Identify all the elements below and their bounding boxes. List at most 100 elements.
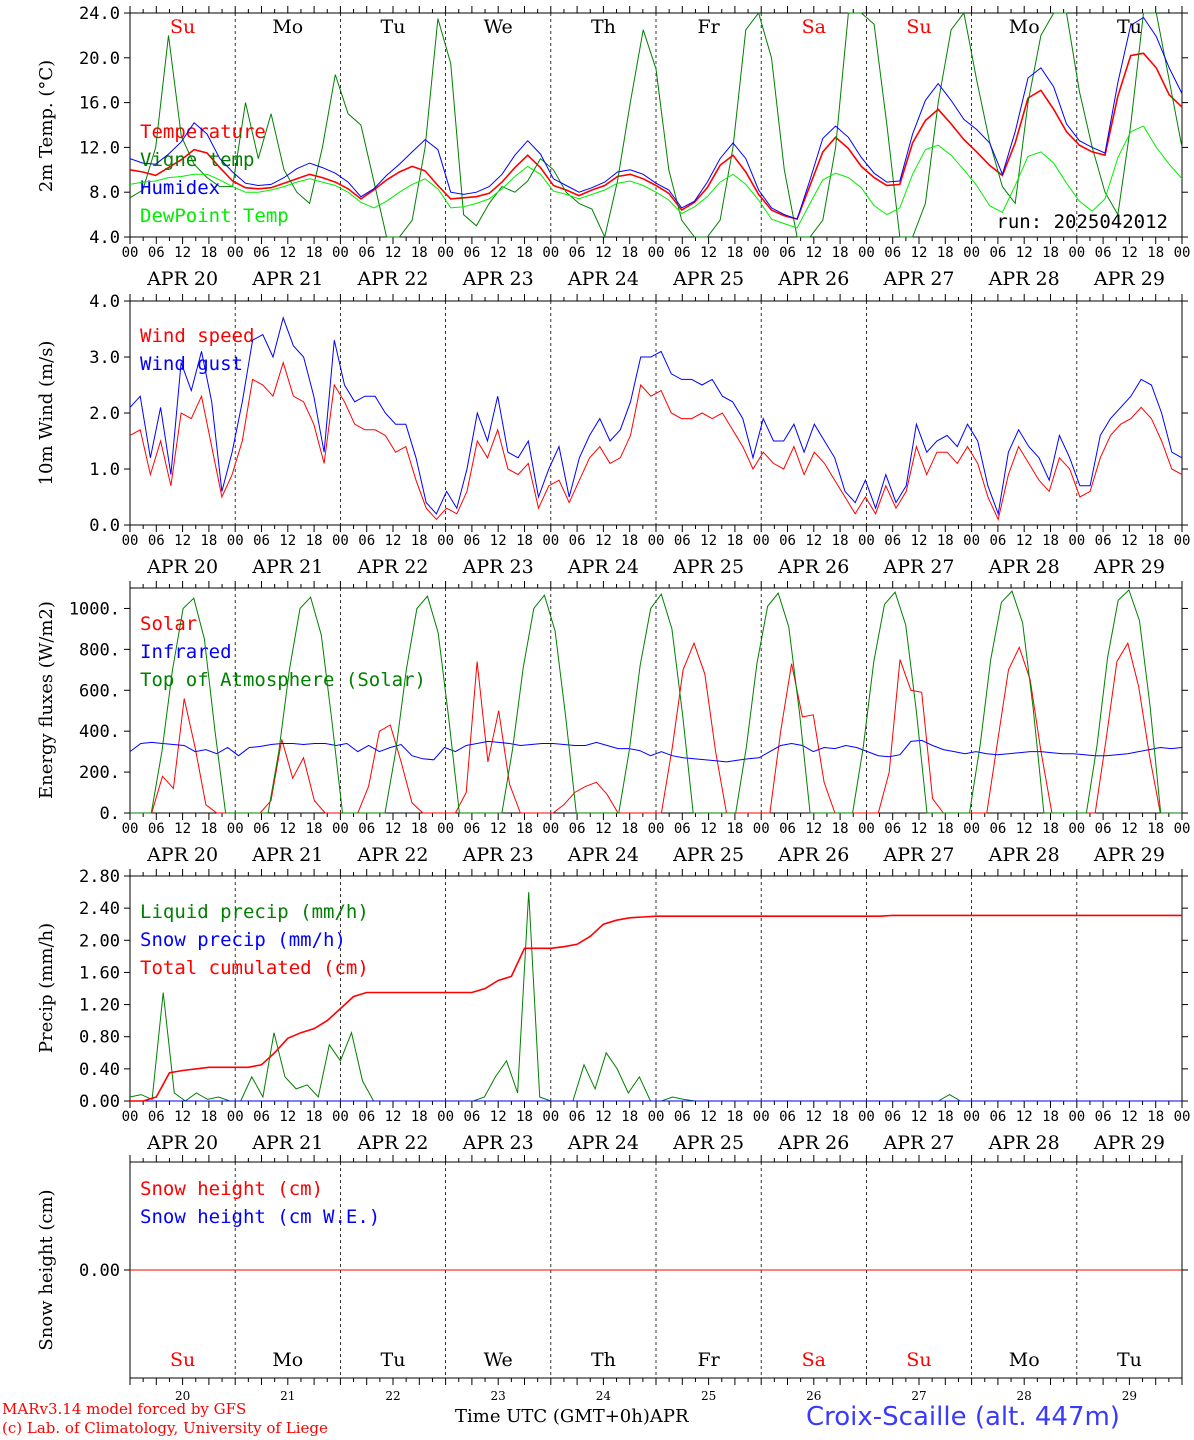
day-number: 25 — [701, 1389, 716, 1403]
day-label: APR 29 — [1093, 844, 1165, 866]
hour-label: 00 — [963, 821, 980, 837]
day-label: APR 27 — [882, 268, 954, 290]
day-label: APR 24 — [567, 844, 639, 866]
y-tick-label: 2.80 — [79, 867, 120, 887]
hour-label: 12 — [805, 821, 822, 837]
day-label: APR 28 — [988, 844, 1060, 866]
y-tick-label: 1.60 — [79, 963, 120, 983]
day-abbr-bottom: Su — [170, 1349, 195, 1371]
hour-label: 12 — [1121, 1109, 1138, 1125]
plot-frame — [129, 12, 1183, 238]
day-number: 29 — [1122, 1389, 1137, 1403]
hour-label: 18 — [1147, 245, 1164, 261]
hour-label: 12 — [174, 533, 191, 549]
hour-label: 00 — [332, 533, 349, 549]
legend-entry: Wind gust — [140, 353, 243, 375]
series-line-0 — [129, 360, 1183, 521]
hour-label: 00 — [858, 821, 875, 837]
y-tick-label: 400. — [79, 722, 120, 742]
y-axis-title: 2m Temp. (°C) — [36, 60, 57, 192]
day-abbr-top: Th — [591, 16, 616, 38]
y-tick-label: 0.00 — [79, 1261, 120, 1281]
legend-entry: Snow height (cm) — [140, 1178, 323, 1200]
day-label: APR 27 — [882, 556, 954, 578]
series-line-0 — [129, 52, 1183, 221]
hour-label: 18 — [726, 821, 743, 837]
hour-label: 18 — [1147, 821, 1164, 837]
day-label: APR 22 — [356, 268, 428, 290]
legend-entry: Temperature — [140, 121, 266, 143]
hour-label: 18 — [937, 533, 954, 549]
legend-entry: Wind speed — [140, 325, 254, 347]
y-tick-label: 0.00 — [79, 1092, 120, 1112]
credits-line-2: (c) Lab. of Climatology, University of L… — [2, 1419, 328, 1437]
hour-label: 00 — [437, 821, 454, 837]
hour-label: 12 — [911, 821, 928, 837]
y-tick-label: 2.40 — [79, 899, 120, 919]
y-tick-label: 800. — [79, 640, 120, 660]
plot-frame — [129, 300, 1183, 526]
hour-label: 00 — [753, 1109, 770, 1125]
day-number: 28 — [1017, 1389, 1032, 1403]
hour-label: 00 — [542, 1109, 559, 1125]
hour-label: 18 — [306, 245, 323, 261]
day-label: APR 20 — [146, 268, 218, 290]
hour-label: 12 — [279, 245, 296, 261]
hour-label: 12 — [385, 821, 402, 837]
day-label: APR 22 — [356, 556, 428, 578]
day-label: APR 24 — [567, 1132, 639, 1154]
hour-label: 06 — [569, 533, 586, 549]
hour-label: 00 — [227, 245, 244, 261]
hour-label: 00 — [542, 533, 559, 549]
hour-label: 00 — [122, 533, 139, 549]
day-label: APR 28 — [988, 556, 1060, 578]
legend-entry: Solar — [140, 613, 197, 635]
day-label: APR 28 — [988, 1132, 1060, 1154]
series-line-1 — [129, 11, 1183, 239]
hour-label: 00 — [858, 533, 875, 549]
hour-label: 06 — [779, 1109, 796, 1125]
hour-label: 12 — [700, 533, 717, 549]
day-label: APR 23 — [462, 268, 534, 290]
hour-label: 12 — [490, 1109, 507, 1125]
day-label: APR 29 — [1093, 268, 1165, 290]
hour-label: 18 — [621, 533, 638, 549]
hour-label: 12 — [1121, 245, 1138, 261]
y-tick-label: 0.80 — [79, 1028, 120, 1048]
hour-label: 00 — [1068, 245, 1085, 261]
hour-label: 00 — [542, 245, 559, 261]
day-label: APR 26 — [777, 844, 849, 866]
y-axis-title: Snow height (cm) — [36, 1189, 57, 1350]
hour-label: 18 — [937, 245, 954, 261]
hour-label: 06 — [779, 821, 796, 837]
day-abbr-bottom: Tu — [1117, 1349, 1142, 1371]
day-label: APR 20 — [146, 1132, 218, 1154]
y-tick-label: 0. — [100, 804, 120, 824]
day-label: APR 21 — [251, 844, 323, 866]
hour-label: 06 — [1095, 1109, 1112, 1125]
hour-label: 00 — [1068, 821, 1085, 837]
hour-label: 06 — [358, 821, 375, 837]
day-abbr-top: We — [484, 16, 513, 38]
hour-label: 18 — [937, 821, 954, 837]
legend-entry: DewPoint Temp — [140, 205, 289, 227]
hour-label: 12 — [595, 245, 612, 261]
hour-label: 06 — [463, 245, 480, 261]
hour-label: 06 — [989, 821, 1006, 837]
day-abbr-bottom: Th — [591, 1349, 616, 1371]
hour-label: 00 — [227, 1109, 244, 1125]
hour-label: 06 — [989, 245, 1006, 261]
x-axis-month: APR — [649, 1406, 689, 1427]
hour-label: 00 — [648, 533, 665, 549]
hour-label: 18 — [1042, 821, 1059, 837]
hour-label: 00 — [753, 533, 770, 549]
hour-label: 00 — [542, 821, 559, 837]
hour-label: 00 — [648, 245, 665, 261]
y-tick-label: 2.0 — [89, 404, 120, 424]
hour-label: 12 — [1016, 821, 1033, 837]
hour-label: 00 — [1174, 533, 1191, 549]
hour-label: 06 — [253, 821, 270, 837]
legend-entry: Liquid precip (mm/h) — [140, 901, 369, 923]
hour-label: 18 — [306, 533, 323, 549]
